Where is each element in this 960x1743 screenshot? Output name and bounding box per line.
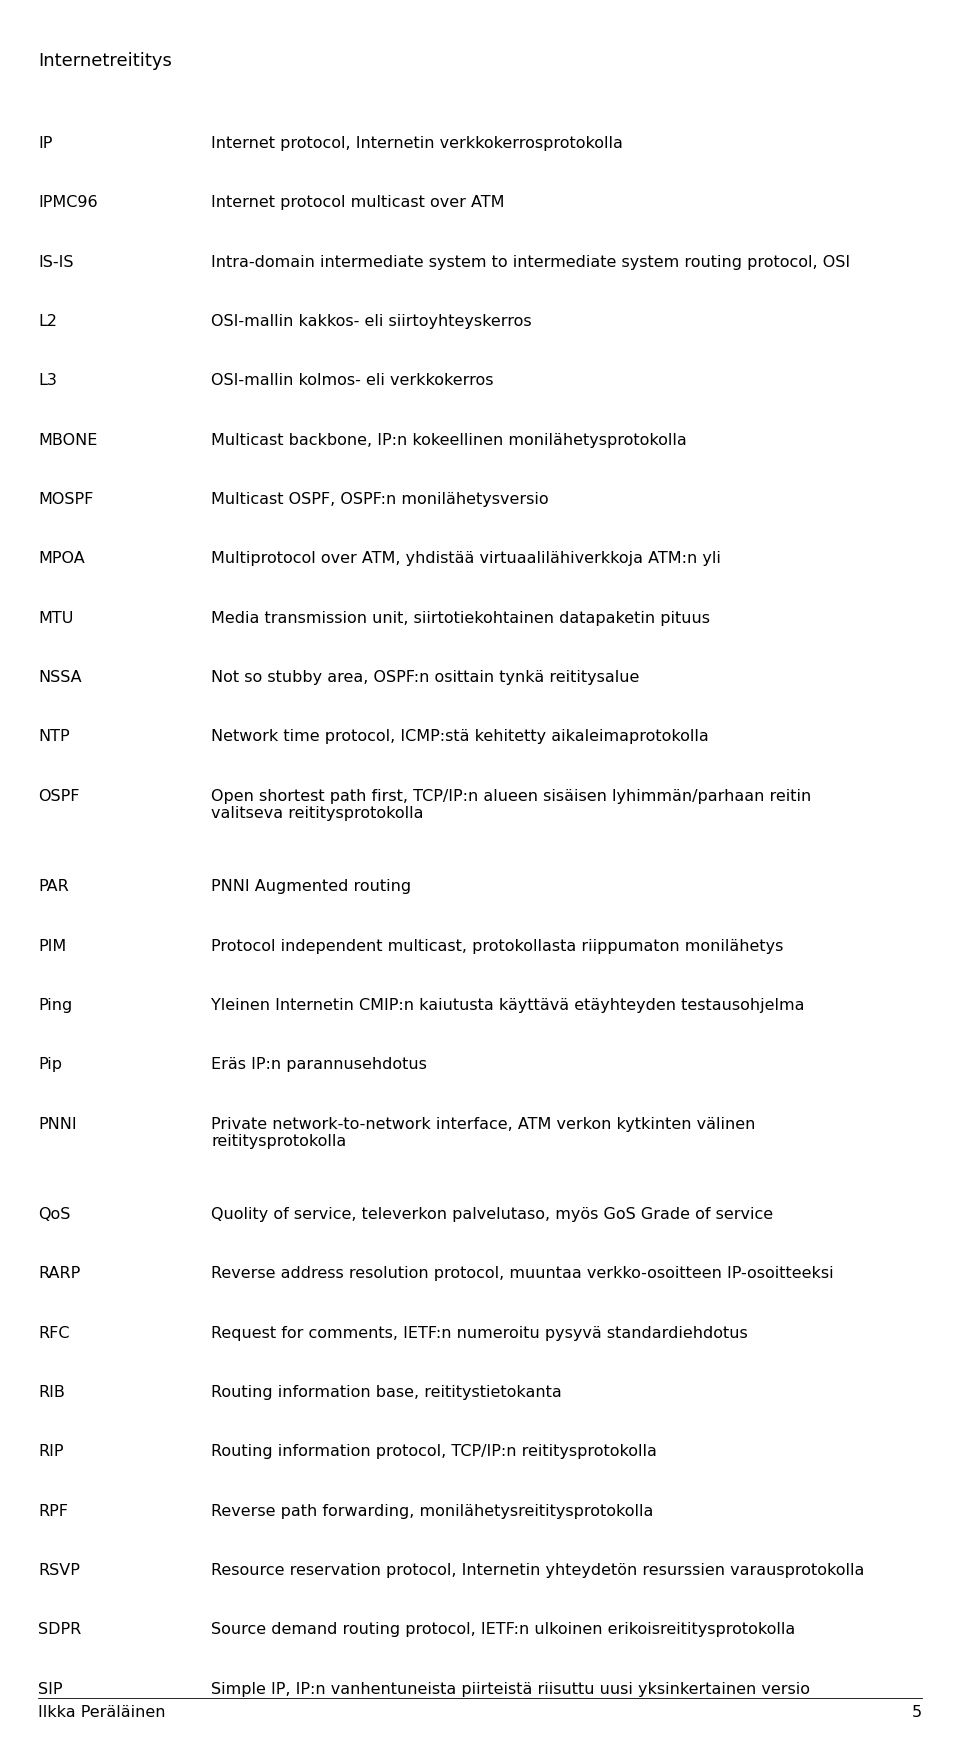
Text: RSVP: RSVP <box>38 1563 81 1577</box>
Text: Routing information protocol, TCP/IP:n reititysprotokolla: Routing information protocol, TCP/IP:n r… <box>211 1445 657 1459</box>
Text: PNNI Augmented routing: PNNI Augmented routing <box>211 878 411 894</box>
Text: PIM: PIM <box>38 938 66 953</box>
Text: Resource reservation protocol, Internetin yhteydetön resurssien varausprotokolla: Resource reservation protocol, Interneti… <box>211 1563 865 1577</box>
Text: NSSA: NSSA <box>38 669 82 685</box>
Text: Multiprotocol over ATM, yhdistää virtuaalilähiverkkoja ATM:n yli: Multiprotocol over ATM, yhdistää virtuaa… <box>211 551 721 566</box>
Text: OSI-mallin kolmos- eli verkkokerros: OSI-mallin kolmos- eli verkkokerros <box>211 373 493 389</box>
Text: Intra-domain intermediate system to intermediate system routing protocol, OSI: Intra-domain intermediate system to inte… <box>211 254 851 270</box>
Text: RIB: RIB <box>38 1386 65 1400</box>
Text: PAR: PAR <box>38 878 69 894</box>
Text: Eräs IP:n parannusehdotus: Eräs IP:n parannusehdotus <box>211 1058 427 1072</box>
Text: PNNI: PNNI <box>38 1117 77 1131</box>
Text: QoS: QoS <box>38 1206 71 1222</box>
Text: SDPR: SDPR <box>38 1623 82 1637</box>
Text: Reverse path forwarding, monilähetysreititysprotokolla: Reverse path forwarding, monilähetysreit… <box>211 1504 654 1518</box>
Text: Request for comments, IETF:n numeroitu pysyvä standardiehdotus: Request for comments, IETF:n numeroitu p… <box>211 1326 748 1340</box>
Text: Multicast backbone, IP:n kokeellinen monilähetysprotokolla: Multicast backbone, IP:n kokeellinen mon… <box>211 432 687 448</box>
Text: Internet protocol multicast over ATM: Internet protocol multicast over ATM <box>211 195 505 211</box>
Text: Source demand routing protocol, IETF:n ulkoinen erikoisreititysprotokolla: Source demand routing protocol, IETF:n u… <box>211 1623 796 1637</box>
Text: MTU: MTU <box>38 610 74 626</box>
Text: Routing information base, reititystietokanta: Routing information base, reititystietok… <box>211 1386 562 1400</box>
Text: IP: IP <box>38 136 53 152</box>
Text: Ilkka Peräläinen: Ilkka Peräläinen <box>38 1705 166 1720</box>
Text: Yleinen Internetin CMIP:n kaiutusta käyttävä etäyhteyden testausohjelma: Yleinen Internetin CMIP:n kaiutusta käyt… <box>211 999 804 1013</box>
Text: Multicast OSPF, OSPF:n monilähetysversio: Multicast OSPF, OSPF:n monilähetysversio <box>211 492 549 507</box>
Text: Simple IP, IP:n vanhentuneista piirteistä riisuttu uusi yksinkertainen versio: Simple IP, IP:n vanhentuneista piirteist… <box>211 1682 810 1696</box>
Text: L3: L3 <box>38 373 58 389</box>
Text: OSI-mallin kakkos- eli siirtoyhteyskerros: OSI-mallin kakkos- eli siirtoyhteyskerro… <box>211 314 532 329</box>
Text: IS-IS: IS-IS <box>38 254 74 270</box>
Text: Pip: Pip <box>38 1058 62 1072</box>
Text: L2: L2 <box>38 314 58 329</box>
Text: NTP: NTP <box>38 730 70 744</box>
Text: Open shortest path first, TCP/IP:n alueen sisäisen lyhimmän/parhaan reitin
valit: Open shortest path first, TCP/IP:n aluee… <box>211 790 811 821</box>
Text: Private network-to-network interface, ATM verkon kytkinten välinen
reititysproto: Private network-to-network interface, AT… <box>211 1117 756 1149</box>
Text: MPOA: MPOA <box>38 551 85 566</box>
Text: Internetreititys: Internetreititys <box>38 52 172 70</box>
Text: Not so stubby area, OSPF:n osittain tynkä reititysalue: Not so stubby area, OSPF:n osittain tynk… <box>211 669 639 685</box>
Text: SIP: SIP <box>38 1682 63 1696</box>
Text: Internet protocol, Internetin verkkokerrosprotokolla: Internet protocol, Internetin verkkokerr… <box>211 136 623 152</box>
Text: OSPF: OSPF <box>38 790 80 804</box>
Text: Network time protocol, ICMP:stä kehitetty aikaleimaprotokolla: Network time protocol, ICMP:stä kehitett… <box>211 730 708 744</box>
Text: RPF: RPF <box>38 1504 68 1518</box>
Text: RARP: RARP <box>38 1267 81 1281</box>
Text: Reverse address resolution protocol, muuntaa verkko-osoitteen IP-osoitteeksi: Reverse address resolution protocol, muu… <box>211 1267 834 1281</box>
Text: MBONE: MBONE <box>38 432 98 448</box>
Text: RIP: RIP <box>38 1445 64 1459</box>
Text: Protocol independent multicast, protokollasta riippumaton monilähetys: Protocol independent multicast, protokol… <box>211 938 783 953</box>
Text: Quolity of service, televerkon palvelutaso, myös GoS Grade of service: Quolity of service, televerkon palveluta… <box>211 1206 774 1222</box>
Text: MOSPF: MOSPF <box>38 492 94 507</box>
Text: IPMC96: IPMC96 <box>38 195 98 211</box>
Text: Media transmission unit, siirtotiekohtainen datapaketin pituus: Media transmission unit, siirtotiekohtai… <box>211 610 710 626</box>
Text: RFC: RFC <box>38 1326 70 1340</box>
Text: 5: 5 <box>911 1705 922 1720</box>
Text: Ping: Ping <box>38 999 73 1013</box>
